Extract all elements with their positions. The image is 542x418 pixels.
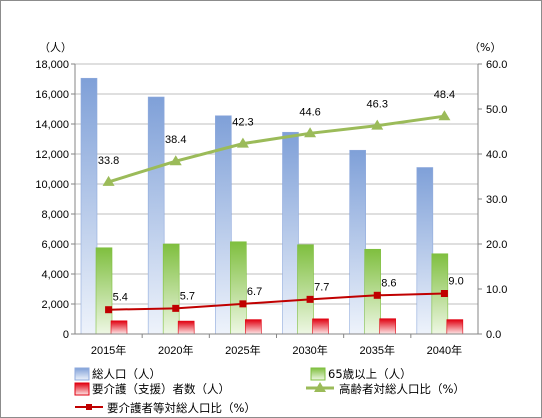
legend-swatch-blue (74, 367, 90, 381)
left-tick-label: 12,000 (35, 149, 69, 161)
bar (80, 77, 98, 335)
left-tick-label: 16,000 (35, 89, 69, 101)
data-point-triangle (236, 137, 249, 148)
legend-swatch-green (310, 367, 326, 381)
legend-label: 要介護（支援）者数（人） (92, 382, 230, 396)
bar (312, 318, 329, 335)
data-point-triangle (169, 155, 182, 166)
left-tick-label: 6,000 (41, 239, 69, 251)
legend-swatch-red (74, 382, 90, 396)
bar (245, 319, 262, 335)
legend-item-care-recipients: 要介護（支援）者数（人） (74, 382, 230, 396)
left-tick-label: 8,000 (41, 209, 69, 221)
legend-item-elderly-ratio: 高齢者対総人口比（%） (306, 382, 465, 396)
axes (74, 64, 479, 335)
left-tick-label: 0 (63, 329, 69, 341)
legend-item-65-and-over: 65歳以上（人） (310, 367, 412, 381)
data-point-triangle (304, 127, 317, 138)
x-tick-label: 2025年 (225, 343, 260, 357)
left-tick-label: 10,000 (35, 179, 69, 191)
bar (446, 319, 464, 335)
data-label: 6.7 (247, 286, 262, 298)
right-tick-label: 50.0 (486, 104, 507, 116)
data-label: 8.6 (381, 277, 396, 289)
x-tick-label: 2015年 (91, 343, 126, 357)
x-tick-label: 2030年 (292, 343, 327, 357)
data-point-triangle (371, 119, 384, 130)
bar (416, 167, 434, 335)
bar (349, 149, 366, 335)
data-point-triangle (438, 110, 451, 121)
left-tick-label: 4,000 (41, 269, 69, 281)
left-tick-label: 14,000 (35, 119, 69, 131)
right-tick-label: 10.0 (486, 284, 507, 296)
data-label: 9.0 (448, 276, 463, 288)
data-point-square (105, 306, 113, 314)
right-tick-label: 60.0 (486, 59, 507, 71)
data-label: 42.3 (232, 117, 253, 129)
data-point-triangle (102, 175, 115, 186)
legend-label: 65歳以上（人） (328, 367, 412, 381)
legend-label: 高齢者対総人口比（%） (339, 382, 465, 396)
data-label: 46.3 (367, 99, 388, 111)
legend-marker-square (86, 404, 92, 410)
data-point-square (373, 291, 381, 299)
left-tick-label: 18,000 (35, 59, 69, 71)
bar (364, 248, 381, 335)
data-label: 38.4 (165, 134, 186, 146)
right-tick-label: 40.0 (486, 149, 507, 161)
data-point-square (440, 290, 448, 297)
bar (230, 241, 247, 335)
data-point-square (306, 295, 314, 303)
bar (162, 243, 180, 335)
bar (297, 244, 314, 335)
data-label: 48.4 (434, 89, 455, 101)
legend-marker-triangle (314, 382, 326, 392)
right-tick-label: 0.0 (486, 329, 501, 341)
legend-label: 総人口（人） (92, 367, 161, 381)
left-tick-label: 2,000 (41, 299, 69, 311)
data-point-square (172, 304, 180, 312)
data-label: 33.8 (98, 155, 119, 167)
series-line (108, 292, 445, 311)
bar (379, 318, 396, 335)
bar (110, 320, 128, 335)
series-line (108, 114, 445, 184)
legend-item-total-population: 総人口（人） (74, 367, 161, 381)
right-axis-unit: （%） (469, 41, 501, 54)
line-series: 33.8 38.4 42.3 44.6 46.3 48.4 5.4 5.7 6.7 7.7 8.6 9… (98, 89, 464, 314)
bar (147, 96, 165, 335)
legend-label: 要介護者等対総人口比（%） (107, 401, 256, 415)
data-point-square (239, 300, 247, 308)
data-label: 7.7 (314, 281, 329, 293)
data-label: 5.7 (180, 290, 195, 302)
data-label: 5.4 (113, 292, 128, 304)
bar-series (80, 77, 464, 335)
right-axis-ticks: 0.0 10.0 20.0 30.0 40.0 50.0 60.0 (478, 59, 507, 341)
data-label: 44.6 (299, 106, 320, 118)
right-tick-label: 20.0 (486, 239, 507, 251)
x-tick-label: 2035年 (360, 343, 395, 357)
x-tick-label: 2040年 (427, 343, 462, 357)
x-tick-label: 2020年 (158, 343, 193, 357)
bar (95, 247, 113, 335)
left-axis-ticks: 0 2,000 4,000 6,000 8,000 10,000 12,000 14,000 1… (35, 59, 75, 341)
legend: 総人口（人） 65歳以上（人） 要介護（支援）者数（人） 高齢者対総人口比（%）… (74, 367, 465, 415)
bar (177, 320, 195, 335)
legend-item-care-ratio: 要介護者等対総人口比（%） (75, 401, 256, 415)
x-axis-labels: 2015年 2020年 2025年 2030年 2035年 2040年 (91, 334, 462, 357)
right-tick-label: 30.0 (486, 194, 507, 206)
bar (282, 131, 299, 335)
left-axis-unit: （人） (39, 41, 72, 54)
gridlines (75, 63, 478, 305)
